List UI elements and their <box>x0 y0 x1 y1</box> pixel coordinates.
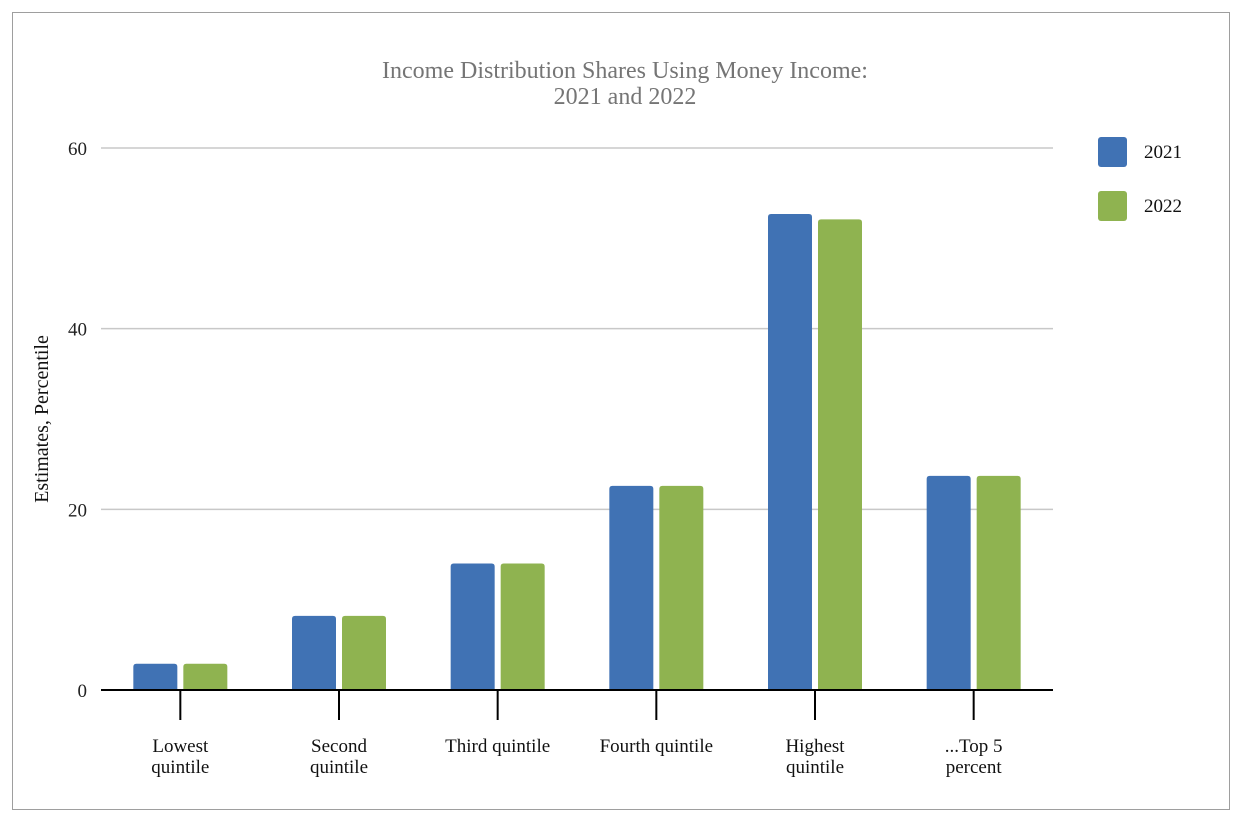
bar-2022-5 <box>976 475 1021 690</box>
legend: 2021 2022 <box>1098 137 1182 221</box>
bar-2022-1 <box>342 615 386 690</box>
bar-2022-0 <box>183 663 228 690</box>
legend-label-2022: 2022 <box>1144 196 1182 217</box>
bar-2021-5 <box>926 475 971 690</box>
x-category-label: Lowest quintile <box>151 736 209 778</box>
y-tick-label: 20 <box>68 500 87 521</box>
y-tick-labels: 0 20 40 60 <box>68 139 87 702</box>
y-tick-label: 40 <box>68 320 87 341</box>
x-axis <box>101 689 1053 720</box>
bar-2022-3 <box>659 485 704 690</box>
chart-title-line-2: 2021 and 2022 <box>554 84 697 110</box>
chart-title: Income Distribution Shares Using Money I… <box>382 58 868 110</box>
bars <box>133 213 1021 690</box>
y-axis-title-group: Estimates, Percentile <box>31 335 53 503</box>
y-axis-title: Estimates, Percentile <box>31 335 53 503</box>
legend-swatch-2021 <box>1098 137 1127 167</box>
bar-2021-0 <box>133 663 178 690</box>
chart-title-line-1: Income Distribution Shares Using Money I… <box>382 58 868 84</box>
legend-label-2021: 2021 <box>1144 142 1182 163</box>
bar-2022-4 <box>818 219 862 690</box>
bar-2021-3 <box>609 485 654 690</box>
x-category-label: Third quintile <box>445 736 550 757</box>
x-category-label: Second quintile <box>310 736 368 778</box>
y-tick-label: 0 <box>78 681 88 702</box>
x-category-labels: Lowest quintile Second quintile Third quinti… <box>151 736 1002 778</box>
x-category-label: Highest quintile <box>785 736 845 778</box>
chart-frame: Income Distribution Shares Using Money I… <box>12 12 1230 810</box>
bar-2021-2 <box>450 563 495 690</box>
y-tick-label: 60 <box>68 139 87 160</box>
x-category-label: Fourth quintile <box>600 736 713 757</box>
bar-2021-4 <box>768 213 812 690</box>
legend-swatch-2022 <box>1098 191 1127 221</box>
income-distribution-chart: Income Distribution Shares Using Money I… <box>31 58 1182 778</box>
bar-2022-2 <box>500 563 545 690</box>
gridlines <box>101 147 1053 511</box>
bar-2021-1 <box>292 615 336 690</box>
x-category-label: ...Top 5 percent <box>945 736 1003 778</box>
